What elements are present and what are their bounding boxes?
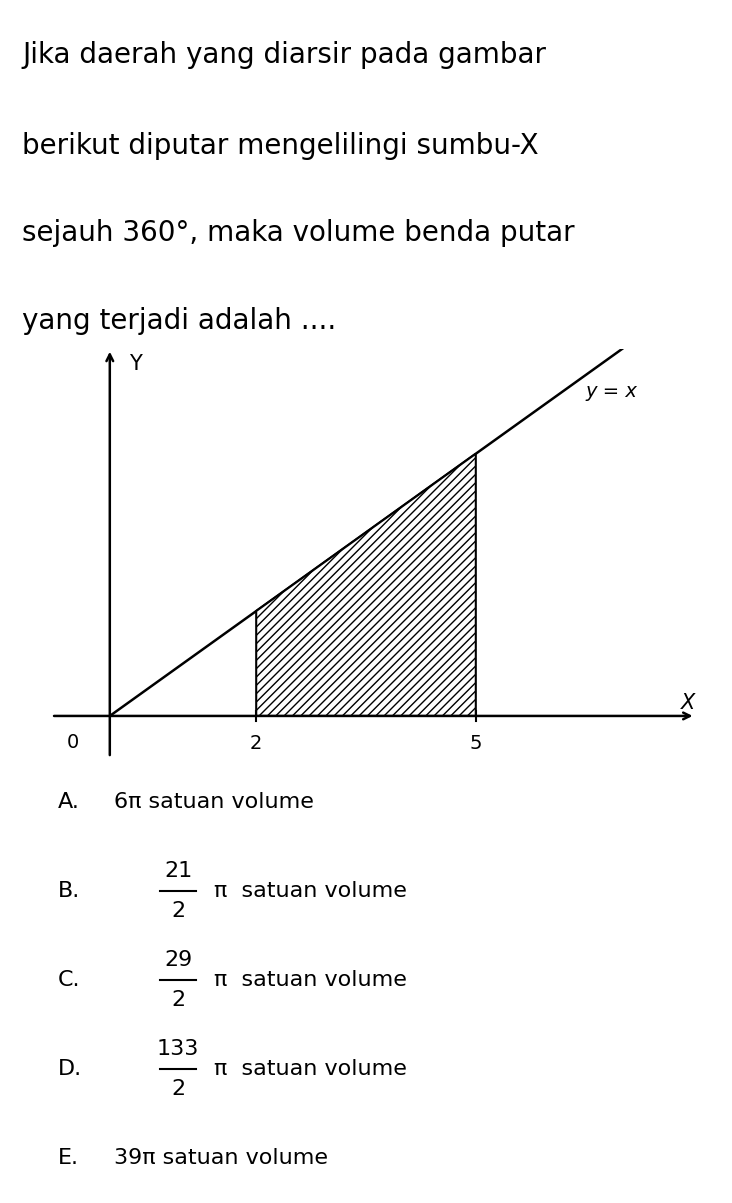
Text: π  satuan volume: π satuan volume: [214, 971, 406, 990]
Text: 133: 133: [157, 1039, 199, 1060]
Text: C.: C.: [57, 971, 80, 990]
Text: E.: E.: [57, 1149, 78, 1168]
Text: B.: B.: [57, 882, 80, 901]
Text: sejauh 360°, maka volume benda putar: sejauh 360°, maka volume benda putar: [22, 219, 575, 248]
Text: π  satuan volume: π satuan volume: [214, 1060, 406, 1079]
Text: 6π satuan volume: 6π satuan volume: [114, 793, 314, 812]
Text: 39π satuan volume: 39π satuan volume: [114, 1149, 328, 1168]
Text: 21: 21: [164, 861, 193, 882]
Text: Y: Y: [129, 354, 142, 374]
Text: Jika daerah yang diarsir pada gambar: Jika daerah yang diarsir pada gambar: [22, 41, 546, 69]
Text: D.: D.: [57, 1060, 81, 1079]
Text: 0: 0: [67, 733, 79, 752]
Text: y = x: y = x: [586, 383, 638, 402]
Text: π  satuan volume: π satuan volume: [214, 882, 406, 901]
Text: berikut diputar mengelilingi sumbu-X: berikut diputar mengelilingi sumbu-X: [22, 132, 539, 160]
Text: X: X: [681, 693, 695, 713]
Text: 29: 29: [164, 950, 193, 971]
Text: A.: A.: [57, 793, 79, 812]
Text: 5: 5: [469, 734, 482, 753]
Text: yang terjadi adalah ....: yang terjadi adalah ....: [22, 307, 336, 334]
Text: 2: 2: [171, 990, 185, 1011]
Polygon shape: [256, 454, 476, 716]
Text: 2: 2: [171, 1079, 185, 1100]
Text: 2: 2: [250, 734, 262, 753]
Text: 2: 2: [171, 901, 185, 921]
